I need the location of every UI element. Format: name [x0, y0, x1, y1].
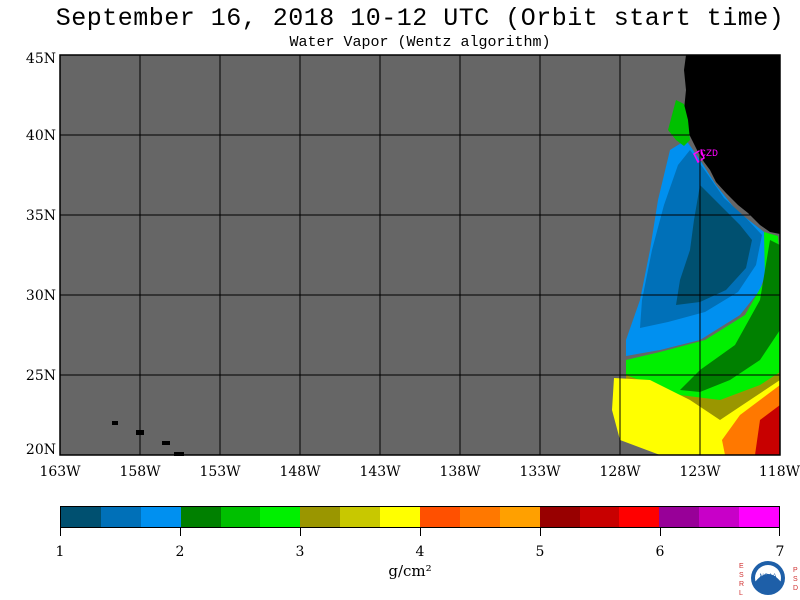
colorbar-segment — [260, 507, 301, 527]
colorbar-segment — [619, 507, 660, 527]
colorbar-segment — [459, 507, 500, 527]
lat-label-25n: 25N — [25, 368, 56, 384]
lon-label-143w: 143W — [359, 464, 401, 480]
colorbar-segment — [579, 507, 620, 527]
station-czd: CZD — [693, 148, 718, 164]
lat-label-35n: 35N — [25, 208, 56, 224]
swath-red — [755, 405, 780, 455]
colorbar-label-3: 3 — [295, 544, 305, 560]
station-label: CZD — [700, 149, 718, 160]
colorbar-segment — [180, 507, 221, 527]
colorbar-tick — [540, 528, 541, 536]
colorbar-units: g/cm² — [388, 562, 432, 580]
colorbar-label-7: 7 — [775, 544, 785, 560]
colorbar-label-4: 4 — [415, 544, 425, 560]
colorbar-label-6: 6 — [655, 544, 665, 560]
colorbar-segment — [140, 507, 181, 527]
colorbar-tick — [60, 528, 61, 536]
noaa-logo: NOAA — [751, 561, 785, 595]
colorbar-tick — [300, 528, 301, 536]
colorbar-segment — [380, 507, 421, 527]
lon-label-133w: 133W — [519, 464, 561, 480]
grid-lines — [60, 55, 780, 455]
island-kauai — [112, 421, 118, 425]
colorbar-label-1: 1 — [55, 544, 65, 560]
lat-label-40n: 40N — [25, 128, 56, 144]
lat-label-45n: 45N — [25, 51, 56, 67]
lon-label-128w: 128W — [599, 464, 641, 480]
lon-label-163w: 163W — [39, 464, 81, 480]
station-marker — [693, 148, 705, 164]
lon-label-153w: 153W — [199, 464, 241, 480]
lon-label-138w: 138W — [439, 464, 481, 480]
colorbar-segment — [499, 507, 540, 527]
colorbar — [60, 506, 780, 528]
colorbar-segment — [340, 507, 381, 527]
lon-label-148w: 148W — [279, 464, 321, 480]
colorbar-segment — [420, 507, 460, 527]
swath-green-dark — [680, 240, 780, 392]
island-maui — [162, 441, 170, 445]
colorbar-label-5: 5 — [535, 544, 545, 560]
island-hawaii — [174, 452, 184, 456]
colorbar-label-2: 2 — [175, 544, 185, 560]
colorbar-segment — [61, 507, 101, 527]
colorbar-tick — [180, 528, 181, 536]
colorbar-segment — [100, 507, 141, 527]
colorbar-segment — [539, 507, 580, 527]
map-frame — [59, 54, 781, 456]
land-mass — [684, 55, 780, 234]
lat-label-20n: 20N — [25, 442, 56, 458]
colorbar-segment — [739, 507, 780, 527]
colorbar-segment — [300, 507, 341, 527]
lon-label-118w: 118W — [758, 464, 800, 480]
chart-title: September 16, 2018 10-12 UTC (Orbit star… — [55, 4, 785, 33]
chart-subtitle: Water Vapor (Wentz algorithm) — [289, 34, 551, 51]
lon-label-158w: 158W — [119, 464, 161, 480]
colorbar-segment — [659, 507, 700, 527]
colorbar-segment — [220, 507, 261, 527]
lat-label-30n: 30N — [25, 288, 56, 304]
colorbar-tick — [660, 528, 661, 536]
noaa-text: NOAA — [759, 574, 776, 580]
lon-label-123w: 123W — [679, 464, 721, 480]
colorbar-tick — [420, 528, 421, 536]
colorbar-tick — [779, 528, 780, 536]
colorbar-segment — [699, 507, 740, 527]
